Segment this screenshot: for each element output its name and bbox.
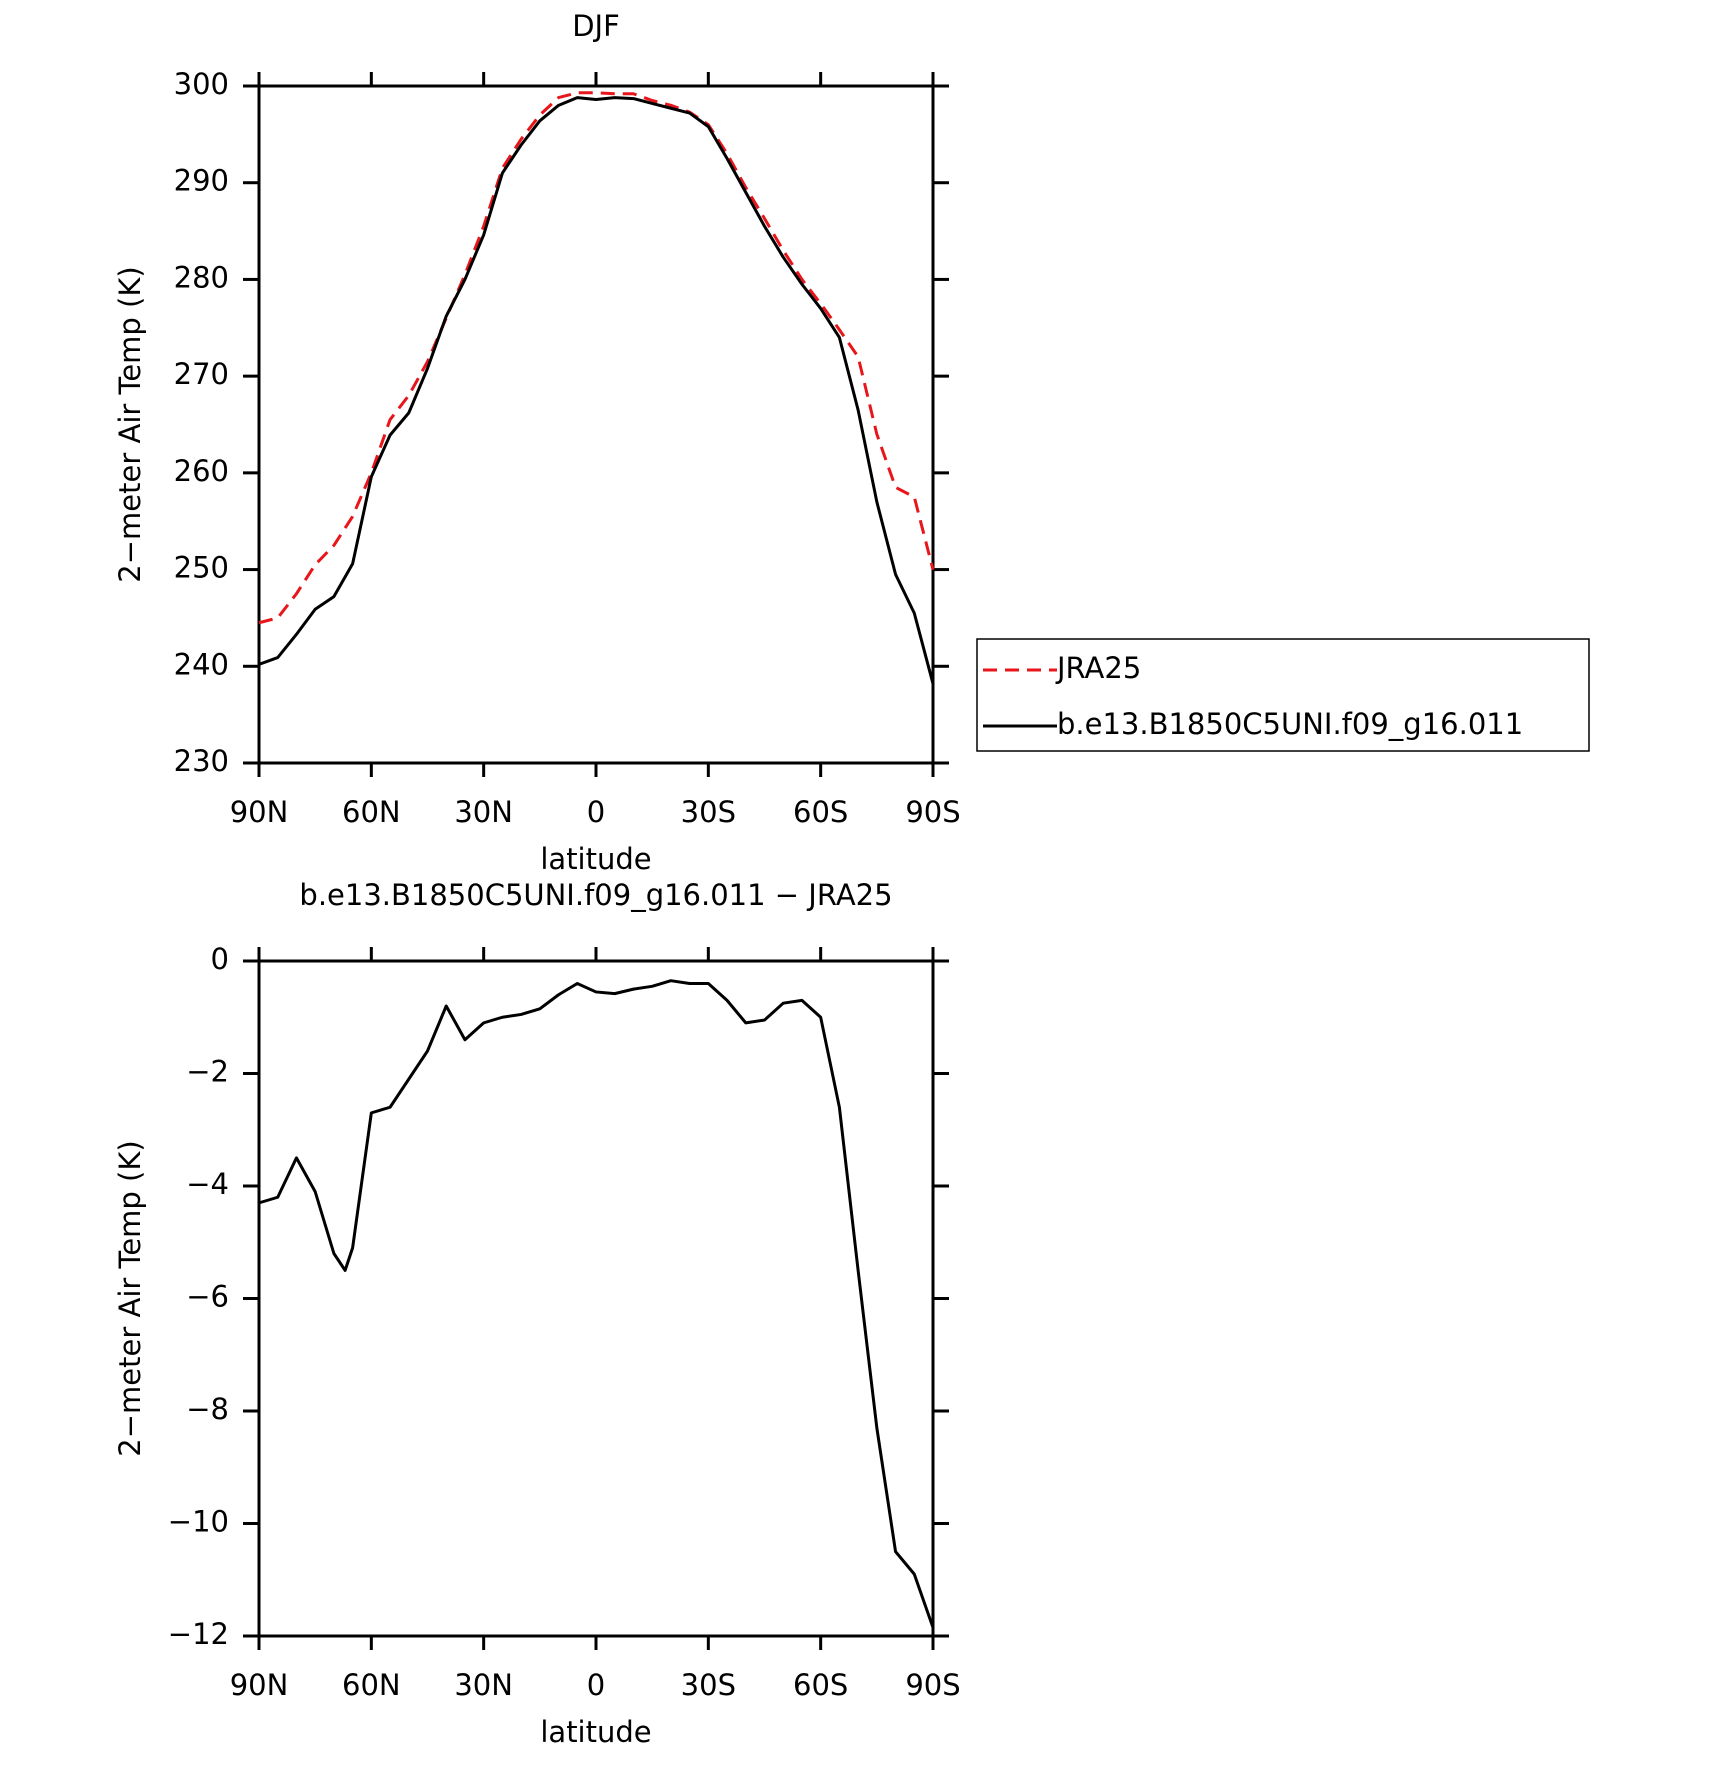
- y-tick-label: −10: [168, 1505, 229, 1539]
- x-tick-label: 90S: [905, 1668, 960, 1702]
- y-tick-label: 240: [174, 647, 229, 681]
- y-tick-label: 0: [211, 942, 229, 976]
- x-tick-label: 60N: [342, 1668, 401, 1702]
- x-tick-label: 90N: [230, 1668, 289, 1702]
- plot-frame: [257, 959, 935, 1638]
- x-tick-label: 30N: [454, 795, 513, 829]
- x-axis-label: latitude: [540, 842, 651, 876]
- y-tick-label: 260: [174, 454, 229, 488]
- data-line: [258, 96, 935, 685]
- x-axis-label: latitude: [540, 1715, 651, 1749]
- y-tick-label: −8: [186, 1392, 229, 1426]
- x-tick-label: 30S: [681, 1668, 736, 1702]
- chart-title: b.e13.B1850C5UNI.f09_g16.011 − JRA25: [299, 878, 892, 912]
- x-tick-label: 60N: [342, 795, 401, 829]
- y-tick-label: −4: [186, 1167, 229, 1201]
- y-tick-label: −12: [168, 1617, 229, 1651]
- x-tick-label: 30N: [454, 1668, 513, 1702]
- chart-title: DJF: [572, 9, 620, 43]
- legend-label: b.e13.B1850C5UNI.f09_g16.011: [1057, 707, 1523, 741]
- legend-label: JRA25: [1055, 651, 1141, 685]
- y-tick-label: 290: [174, 164, 229, 198]
- y-tick-label: −6: [186, 1280, 229, 1314]
- x-tick-label: 0: [587, 1668, 605, 1702]
- y-tick-label: 230: [174, 744, 229, 778]
- y-tick-label: −2: [186, 1055, 229, 1089]
- y-tick-label: 280: [174, 260, 229, 294]
- x-tick-label: 90N: [230, 795, 289, 829]
- y-axis-label: 2−meter Air Temp (K): [113, 266, 147, 582]
- legend-box: [976, 638, 1590, 752]
- x-tick-label: 60S: [793, 1668, 848, 1702]
- data-line: [258, 91, 935, 625]
- y-tick-label: 250: [174, 551, 229, 585]
- x-tick-label: 0: [587, 795, 605, 829]
- y-tick-label: 300: [174, 67, 229, 101]
- data-line: [258, 979, 935, 1629]
- y-tick-label: 270: [174, 357, 229, 391]
- y-axis-label: 2−meter Air Temp (K): [113, 1140, 147, 1456]
- x-tick-label: 90S: [905, 795, 960, 829]
- plot-frame: [257, 84, 935, 765]
- x-tick-label: 60S: [793, 795, 848, 829]
- x-tick-label: 30S: [681, 795, 736, 829]
